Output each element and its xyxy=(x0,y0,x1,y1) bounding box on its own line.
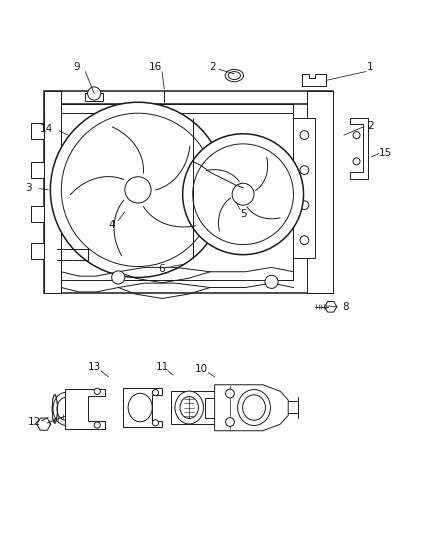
Text: 11: 11 xyxy=(155,362,169,372)
Circle shape xyxy=(193,144,293,245)
Polygon shape xyxy=(44,91,61,293)
Circle shape xyxy=(94,388,100,394)
Text: 10: 10 xyxy=(195,365,208,374)
Ellipse shape xyxy=(225,69,244,82)
Text: 9: 9 xyxy=(73,62,80,72)
Circle shape xyxy=(265,275,278,288)
Circle shape xyxy=(300,131,309,140)
Ellipse shape xyxy=(128,393,152,422)
Polygon shape xyxy=(65,389,105,429)
Circle shape xyxy=(300,201,309,209)
Circle shape xyxy=(353,158,360,165)
Polygon shape xyxy=(31,123,44,139)
Ellipse shape xyxy=(57,398,74,420)
Ellipse shape xyxy=(228,71,240,79)
Ellipse shape xyxy=(180,397,198,418)
Text: 12: 12 xyxy=(28,417,41,427)
Circle shape xyxy=(353,132,360,139)
Polygon shape xyxy=(123,388,162,427)
Circle shape xyxy=(50,102,226,278)
Text: 1: 1 xyxy=(367,62,374,72)
Circle shape xyxy=(226,418,234,426)
Circle shape xyxy=(300,236,309,245)
Text: 16: 16 xyxy=(149,62,162,72)
Text: 2: 2 xyxy=(209,62,216,72)
Polygon shape xyxy=(315,91,333,109)
Ellipse shape xyxy=(243,395,265,420)
Text: 5: 5 xyxy=(240,209,247,219)
Circle shape xyxy=(152,390,159,395)
Text: 2: 2 xyxy=(367,122,374,131)
Ellipse shape xyxy=(53,392,78,425)
Polygon shape xyxy=(350,118,368,179)
Ellipse shape xyxy=(237,390,270,425)
Circle shape xyxy=(88,87,101,100)
Polygon shape xyxy=(44,91,333,293)
Circle shape xyxy=(183,134,304,255)
Polygon shape xyxy=(57,104,293,280)
Circle shape xyxy=(232,183,254,205)
Text: 6: 6 xyxy=(158,264,165,273)
Text: 3: 3 xyxy=(25,183,32,192)
Polygon shape xyxy=(293,118,315,258)
Polygon shape xyxy=(44,91,61,109)
Circle shape xyxy=(300,166,309,174)
Circle shape xyxy=(112,271,125,284)
Polygon shape xyxy=(302,74,326,86)
Text: 4: 4 xyxy=(108,220,115,230)
Polygon shape xyxy=(171,391,215,424)
Polygon shape xyxy=(307,91,333,293)
Ellipse shape xyxy=(175,391,203,424)
Circle shape xyxy=(94,422,100,428)
Circle shape xyxy=(226,389,234,398)
Text: 13: 13 xyxy=(88,362,101,372)
Text: 15: 15 xyxy=(379,148,392,158)
Polygon shape xyxy=(31,162,44,178)
Polygon shape xyxy=(31,206,44,222)
Polygon shape xyxy=(31,243,44,259)
Text: 14: 14 xyxy=(39,124,53,134)
Polygon shape xyxy=(85,93,103,101)
Circle shape xyxy=(152,420,159,426)
Circle shape xyxy=(61,113,215,266)
Polygon shape xyxy=(215,385,288,431)
Text: 8: 8 xyxy=(343,302,350,312)
Circle shape xyxy=(125,177,151,203)
